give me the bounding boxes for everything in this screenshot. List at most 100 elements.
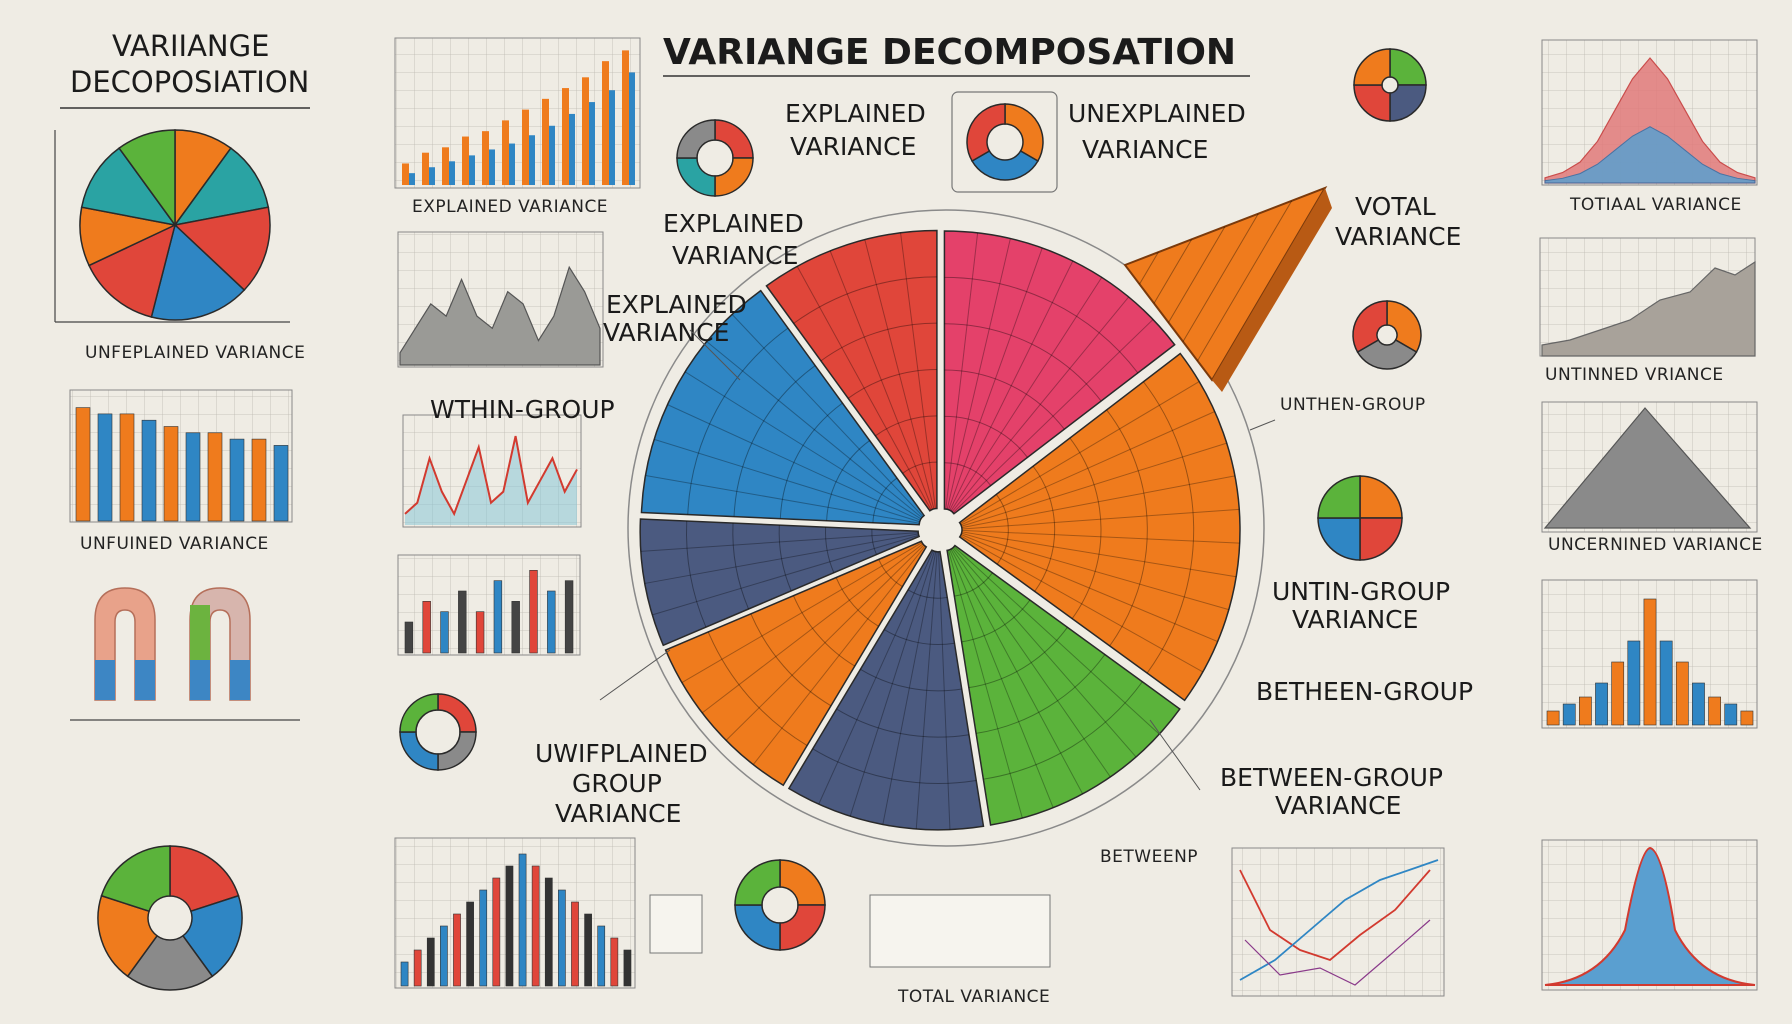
bottom-bar [400,961,409,987]
bottom-bar [453,913,461,987]
top-mini-bar [442,147,449,185]
bottom-bar [426,937,435,987]
bottom-bars-panel [394,837,636,989]
label-explained-low-1: EXPLAINED [606,290,747,319]
label-votal-2: VARIANCE [1335,222,1461,251]
bottom-donut-slice [734,859,781,906]
top-mini-bar [609,90,615,185]
right-bar [1643,598,1657,726]
right-top-caption: TOTIAAL VARIANCE [1569,195,1742,215]
top-mini-bar [629,72,635,185]
top-mini-bar [602,61,609,185]
right-pie-b-slice [1317,517,1361,561]
top-mini-bar [509,143,515,185]
bottom-bar [492,877,501,987]
label-unthen-group: UNTHEN-GROUP [1280,395,1426,415]
center-pie-slice [787,549,985,831]
top-donut-c-slice [1389,84,1427,122]
center-pie-chart [639,229,1241,831]
top-donut-b-slice [966,103,1006,163]
center-pie-slice [640,289,926,526]
top-donut-a [676,119,754,197]
label-explained-top-2: VARIANCE [790,132,916,161]
bottom-bar [505,865,514,987]
top-mini-bar [482,131,489,185]
small-bar [404,621,414,654]
left-bar [185,432,201,522]
mid-donut-slice [437,731,477,771]
right-area-panel: UNTINNED VRIANCE [1539,237,1756,385]
label-between-group-1: BETHEEN-GROUP [1256,677,1473,706]
within-line-series [404,435,578,517]
top-mini-bar [542,98,549,185]
mid-donut-slice [399,731,439,771]
small-bar [458,590,467,654]
center-pie-slice [639,518,921,647]
label-votal-1: VOTAL [1355,192,1436,221]
label-within-group: WTHIN-GROUP [430,395,615,424]
left-pie-panel: UNFEPLAINED VARIANCE [54,129,305,363]
center-pie-slice [765,229,938,512]
left-donut-chart [97,845,243,991]
top-mini-bar [422,152,429,185]
top-mini-bar [529,135,535,185]
top-donut-c-slice [1353,48,1391,86]
small-bar [422,601,431,654]
top-donut-a-slice [676,119,716,159]
top-donut-c-slice [1389,48,1427,86]
top-donut-frame [951,91,1058,193]
bottom-bar [531,865,540,987]
right-bar [1708,696,1721,726]
label-untin-group-1: UNTIN-GROUP [1272,577,1450,606]
label-uwifplained-1: UWIFPLAINED [535,739,708,768]
top-mini-bar [429,167,435,185]
left-area-panel [397,231,604,368]
top-mini-bar [489,149,495,185]
right-top-normal-panel: TOTIAAL VARIANCE [1541,39,1758,215]
left-donut-slice [169,845,240,913]
bottom-bar [479,889,488,987]
left-bar [75,407,91,522]
label-uwifplained-3: VARIANCE [555,799,681,828]
right-bar [1675,661,1689,726]
right-bar [1611,661,1625,726]
bottom-donut-slice [779,859,826,906]
right-triangle-panel: UNCERNINED VARIANCE [1541,401,1762,555]
left-title-line2: DECOPOSIATION [70,65,309,99]
right-pie-b [1317,475,1403,561]
left-pie-slice [88,223,177,318]
top-donut-b [966,103,1044,181]
center-pie-slice [958,352,1241,702]
label-explained-top-1: EXPLAINED [785,99,926,128]
right-2-caption: UNTINNED VRIANCE [1545,365,1724,385]
label-explained-mid-1: EXPLAINED [663,209,804,238]
within-line-panel [402,414,582,528]
top-mini-bar [462,136,469,185]
bottom-bar [584,913,592,987]
left-bar [163,426,179,522]
left-pie-slice [150,223,246,321]
main-title: VARIANGE DECOMPOSATION [663,32,1236,73]
right-bar [1740,710,1754,726]
top-bar-chart [402,50,635,186]
left-bar [141,419,157,522]
top-donut-a-slice [714,119,754,159]
bottom-bar [466,901,474,987]
right-donut-a-slice [1386,300,1422,354]
label-explained-mid-2: VARIANCE [672,241,798,270]
left-bar [97,413,113,522]
left-pie-slice [173,206,271,292]
left-bottom-donut-panel [97,845,243,991]
bottom-bar [597,925,606,987]
bottom-donut [734,859,826,951]
bottom-bar [610,937,619,987]
right-bar [1562,703,1576,726]
bottom-bar [413,949,422,987]
floating-wedge [1123,186,1332,392]
left-donut-slice [97,894,159,978]
bottom-note-panel [869,894,1051,968]
bottom-note-card [649,894,703,954]
small-bar [493,580,503,654]
top-mini-bar [402,163,409,185]
